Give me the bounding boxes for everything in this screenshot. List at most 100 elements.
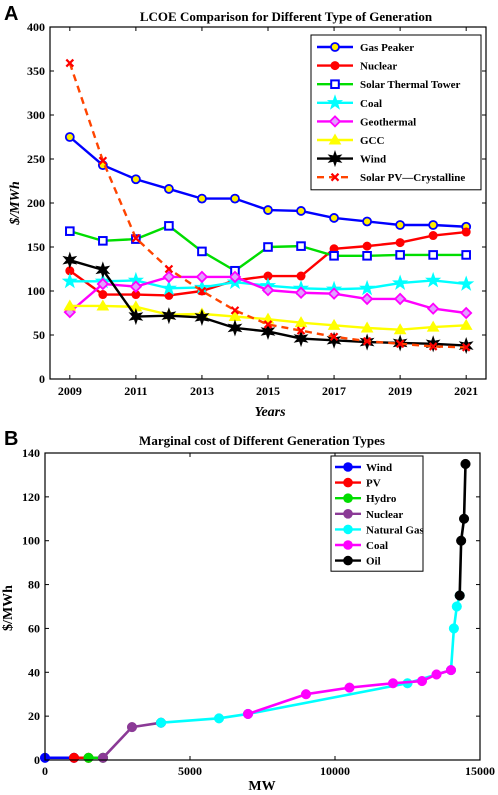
chart-a-point-solar-pv-crystalline [395,339,405,349]
chart-a-point-gas-peaker [329,213,339,223]
chart-a-ytick-label: 300 [27,108,45,122]
chart-b-point-coal [344,682,355,693]
chart-a-legend-marker-coal [326,94,344,110]
chart-a-legend-marker-solar-thermal-tower [330,79,340,90]
chart-b-point-hydro [83,752,94,763]
chart-b-legend-marker-hydro [343,493,353,504]
chart-b-point-natural-gas [213,713,225,724]
chart-a-point-geothermal [261,283,275,297]
chart-a-point-coal [458,275,475,291]
chart-b-xtick-label: 5000 [178,764,202,778]
chart-a-point-geothermal [195,270,209,284]
chart-a-point-coal [358,279,376,296]
chart-a-legend-label: Gas Peaker [360,42,414,54]
chart-a-legend-box [310,34,482,191]
chart-b-point-coal [242,708,254,720]
chart-a-point-solar-pv-crystalline [362,336,372,346]
chart-a-point-solar-thermal-tower [395,250,405,260]
chart-a-point-nuclear [428,231,438,241]
chart-a-series-geothermal [63,270,473,320]
chart-a-point-wind [128,307,144,326]
chart-a-point-gcc [96,299,110,311]
panel-letter-b: B [4,428,18,450]
chart-a-point-gcc [426,320,440,332]
chart-b-point-coal [387,678,399,689]
chart-a-xtick-label: 2013 [190,384,214,398]
chart-a-point-coal [160,279,178,296]
chart-b-point-oil [459,513,470,524]
chart-b-legend-marker-wind [343,462,353,472]
chart-a-point-wind [425,335,441,353]
chart-a-point-gcc [63,299,77,311]
chart-b-ytick-label: 100 [22,534,40,548]
chart-b-ytick-label: 80 [28,578,40,592]
chart-a-ytick-label: 350 [27,64,45,78]
chart-b-xtick-label: 15000 [465,764,495,778]
chart-b-frame [44,452,481,761]
chart-a-legend-label: Solar Thermal Tower [360,79,461,91]
chart-a-point-solar-pv-crystalline [263,320,273,329]
chart-a-point-solar-thermal-tower [329,251,339,261]
chart-b-legend-label: Natural Gas [366,524,424,536]
chart-a-point-solar-thermal-tower [197,246,207,257]
chart-a-point-gcc [294,316,308,328]
chart-a-title: LCOE Comparison for Different Type of Ge… [140,9,433,24]
chart-a-point-nuclear [461,227,471,237]
chart-a-point-coal [61,272,78,289]
chart-a-point-gcc [459,318,473,330]
chart-a-legend: Gas Peaker Nuclear Solar Thermal Tower Coal… [310,34,482,191]
chart-a-point-geothermal [360,292,374,306]
chart-a-point-solar-thermal-tower [98,236,108,246]
chart-a-point-gas-peaker [263,205,273,215]
chart-a-point-wind [326,331,342,349]
chart-b-legend: Wind PV Hydro Nuclear Natural Gas Coal Oil [330,455,424,572]
chart-b-xtick-label: 10000 [320,764,350,778]
chart-a-point-gas-peaker [164,184,174,194]
chart-a-point-wind [62,251,78,269]
chart-a-point-solar-pv-crystalline [131,233,141,243]
chart-b-point-natural-gas [448,623,459,634]
chart-a-point-coal [392,274,409,290]
chart-b-series-coal [242,665,457,720]
chart-a-point-geothermal [426,302,440,315]
chart-a-point-wind [458,337,474,355]
chart-a-point-gas-peaker [395,220,406,230]
chart-a-point-gas-peaker [64,132,75,142]
chart-b-ytick-label: 60 [28,621,40,635]
chart-b-point-nuclear [97,752,109,763]
chart-a-point-wind [194,308,210,326]
chart-a-point-gas-peaker [428,220,439,230]
chart-a-point-geothermal [162,270,176,284]
chart-a-xtick-label: 2015 [256,384,280,398]
chart-a-legend-label: Wind [360,154,386,166]
chart-a-point-solar-thermal-tower [461,250,471,260]
chart-b-xtick-label: 0 [42,764,48,778]
chart-a-point-solar-pv-crystalline [164,264,174,274]
chart-a-point-geothermal [393,292,407,306]
chart-b-plot: 0 20 40 60 80 100 120 140 0 5000 10000 15000 Wind PV H… [22,446,495,778]
chart-a-point-gas-peaker [362,216,372,227]
chart-a-point-solar-pv-crystalline [98,156,108,166]
chart-a-point-solar-thermal-tower [263,242,273,252]
chart-b-legend-label: Coal [366,540,388,552]
chart-a-frame [49,26,487,380]
chart-a-legend-label: Geothermal [360,116,416,128]
chart-b-title: Marginal cost of Different Generation Ty… [139,433,385,448]
chart-a-ytick-label: 100 [27,284,45,298]
chart-b-legend-label: Oil [366,556,381,568]
chart-a-point-solar-pv-crystalline [296,326,306,335]
chart-b-legend-label: PV [366,478,381,490]
chart-b-point-natural-gas [155,717,167,728]
chart-a-xlabel: Years [254,405,286,420]
chart-a-point-geothermal [459,306,473,320]
chart-a-point-solar-pv-crystalline [428,342,438,351]
chart-a-xtick-label: 2011 [124,384,147,398]
chart-b-legend-marker-oil [343,555,353,566]
chart-b-legend-marker-natural-gas [343,524,353,535]
chart-b-legend-marker-nuclear [343,509,353,519]
chart-a-point-wind [260,322,276,341]
chart-a-legend-label: Coal [360,98,382,110]
chart-b-ytick-label: 40 [28,665,40,679]
chart-a-point-gcc [393,323,407,335]
